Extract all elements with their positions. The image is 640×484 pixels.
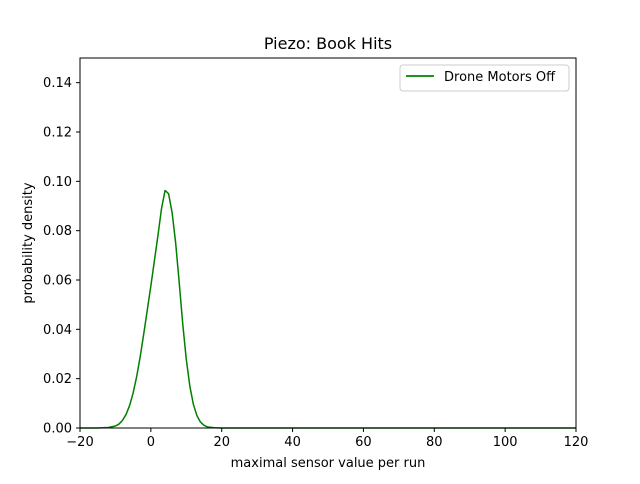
x-tick-label: 120 xyxy=(564,435,589,450)
x-tick-label: 100 xyxy=(493,435,518,450)
x-axis: −20 0 20 40 60 80 100 120 xyxy=(66,428,588,450)
y-tick-label: 0.06 xyxy=(43,274,72,289)
legend-label: Drone Motors Off xyxy=(444,70,556,85)
y-axis: 0.00 0.02 0.04 0.06 0.08 0.10 0.12 0.14 xyxy=(43,76,80,437)
legend: Drone Motors Off xyxy=(399,64,570,92)
x-tick-label: −20 xyxy=(66,435,93,450)
y-axis-label: probability density xyxy=(21,182,36,303)
y-tick-label: 0.00 xyxy=(43,422,72,437)
x-axis-label: maximal sensor value per run xyxy=(231,456,426,471)
y-tick-label: 0.14 xyxy=(43,76,72,91)
y-tick-label: 0.08 xyxy=(43,224,72,239)
y-tick-label: 0.12 xyxy=(43,126,72,141)
x-tick-label: 60 xyxy=(355,435,372,450)
axes-frame xyxy=(79,57,577,429)
plot-area xyxy=(79,57,577,429)
y-tick-label: 0.04 xyxy=(43,323,72,338)
x-tick-label: 20 xyxy=(213,435,230,450)
y-tick-label: 0.10 xyxy=(43,175,72,190)
y-tick-label: 0.02 xyxy=(43,372,72,387)
legend-box xyxy=(399,64,570,92)
x-tick-label: 80 xyxy=(426,435,443,450)
chart-title: Piezo: Book Hits xyxy=(264,34,392,53)
x-tick-label: 0 xyxy=(147,435,155,450)
x-tick-label: 40 xyxy=(284,435,301,450)
